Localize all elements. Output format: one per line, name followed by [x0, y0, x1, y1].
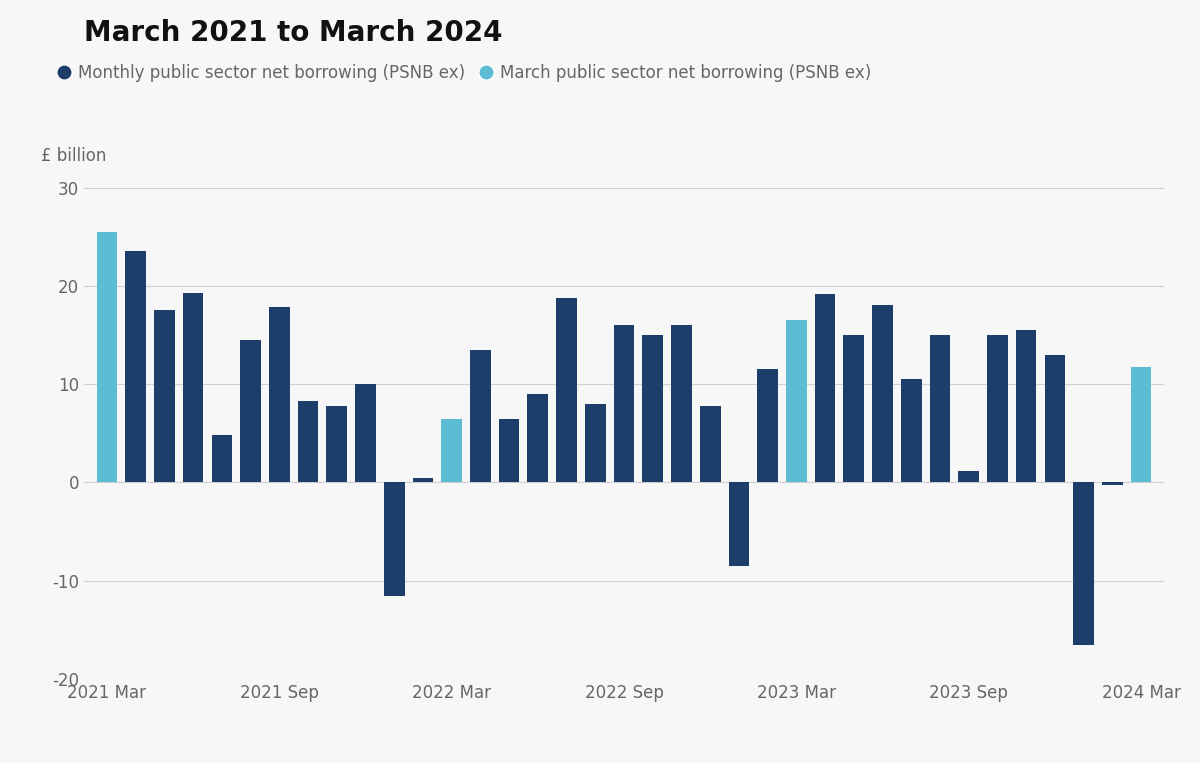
Bar: [757, 369, 778, 482]
Bar: [499, 419, 520, 482]
Bar: [97, 232, 118, 482]
Bar: [815, 294, 835, 482]
Bar: [355, 384, 376, 482]
Bar: [786, 320, 806, 482]
Text: March 2021 to March 2024: March 2021 to March 2024: [84, 19, 503, 47]
Bar: [642, 335, 664, 482]
Bar: [154, 311, 175, 482]
Bar: [671, 325, 691, 482]
Bar: [182, 293, 204, 482]
Bar: [528, 394, 548, 482]
Bar: [901, 379, 922, 482]
Bar: [269, 307, 289, 482]
Bar: [584, 404, 606, 482]
Legend: Monthly public sector net borrowing (PSNB ex), March public sector net borrowing: Monthly public sector net borrowing (PSN…: [60, 64, 871, 82]
Bar: [470, 349, 491, 482]
Bar: [1102, 482, 1123, 485]
Bar: [1044, 355, 1066, 482]
Bar: [988, 335, 1008, 482]
Bar: [844, 335, 864, 482]
Bar: [211, 435, 233, 482]
Bar: [557, 298, 577, 482]
Bar: [1130, 368, 1151, 482]
Bar: [125, 252, 146, 482]
Bar: [613, 325, 635, 482]
Bar: [298, 401, 318, 482]
Text: £ billion: £ billion: [41, 147, 106, 166]
Bar: [930, 335, 950, 482]
Bar: [1015, 330, 1037, 482]
Bar: [872, 305, 893, 482]
Bar: [1073, 482, 1094, 645]
Bar: [326, 406, 347, 482]
Bar: [240, 340, 260, 482]
Bar: [700, 406, 720, 482]
Bar: [442, 419, 462, 482]
Bar: [959, 471, 979, 482]
Bar: [413, 478, 433, 482]
Bar: [728, 482, 749, 566]
Bar: [384, 482, 404, 595]
